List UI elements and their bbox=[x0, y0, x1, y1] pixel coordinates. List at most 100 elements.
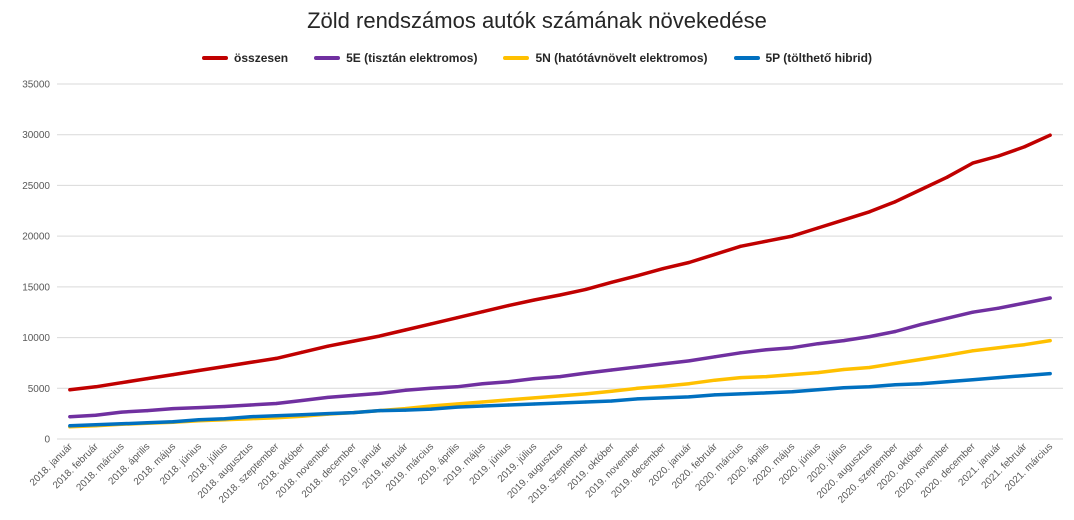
data-point bbox=[119, 410, 124, 414]
data-point bbox=[403, 408, 407, 412]
data-point bbox=[790, 390, 794, 394]
data-point bbox=[429, 407, 433, 411]
data-point bbox=[377, 391, 382, 395]
y-tick-label: 10000 bbox=[22, 333, 50, 344]
data-point bbox=[1048, 339, 1052, 343]
data-point bbox=[584, 371, 588, 375]
data-point bbox=[867, 365, 872, 370]
legend-item-5e: 5E (tisztán elektromos) bbox=[314, 51, 477, 65]
data-point bbox=[248, 360, 253, 365]
data-point bbox=[635, 397, 639, 401]
data-point bbox=[609, 389, 614, 393]
legend-swatch-5p bbox=[733, 56, 760, 60]
data-point bbox=[738, 376, 743, 380]
data-point bbox=[300, 350, 304, 354]
data-point bbox=[1022, 145, 1026, 149]
series-1 bbox=[68, 296, 1052, 419]
data-point bbox=[584, 400, 588, 404]
data-point bbox=[377, 409, 382, 413]
data-point bbox=[713, 252, 717, 256]
data-point bbox=[429, 386, 433, 390]
data-point bbox=[1048, 296, 1052, 300]
data-point bbox=[326, 395, 330, 400]
data-point bbox=[145, 421, 149, 425]
data-point bbox=[609, 399, 614, 403]
data-point bbox=[919, 382, 923, 386]
legend-item-5n: 5N (hatótávnövelt elektromos) bbox=[503, 51, 708, 65]
series-line-1 bbox=[68, 296, 1052, 419]
data-point bbox=[558, 394, 562, 398]
data-point bbox=[377, 334, 382, 338]
legend-swatch-5n bbox=[503, 56, 530, 60]
data-point bbox=[635, 365, 639, 369]
data-point bbox=[945, 316, 949, 320]
data-point bbox=[1048, 133, 1052, 137]
series-0 bbox=[68, 133, 1052, 392]
data-point bbox=[790, 234, 794, 238]
data-point bbox=[481, 400, 485, 404]
data-point bbox=[842, 339, 846, 343]
legend-item-osszesen: összesen bbox=[202, 51, 288, 65]
data-point bbox=[661, 396, 665, 400]
y-tick-label: 35000 bbox=[22, 80, 50, 91]
data-point bbox=[300, 398, 304, 403]
data-point bbox=[1022, 343, 1026, 347]
data-point bbox=[764, 375, 768, 379]
data-point bbox=[1022, 301, 1026, 305]
data-point bbox=[558, 375, 562, 379]
data-point bbox=[971, 378, 975, 382]
data-point bbox=[532, 377, 536, 381]
data-point bbox=[764, 348, 768, 352]
legend: összesen 5E (tisztán elektromos) 5N (hat… bbox=[0, 51, 1074, 65]
data-point bbox=[945, 175, 949, 179]
data-point bbox=[171, 372, 175, 377]
data-point bbox=[532, 298, 536, 302]
data-point bbox=[274, 414, 278, 418]
data-point bbox=[481, 404, 485, 408]
data-point bbox=[971, 349, 975, 353]
data-point bbox=[506, 398, 511, 402]
data-point bbox=[867, 210, 872, 214]
data-point bbox=[197, 405, 201, 410]
data-point bbox=[403, 328, 407, 332]
data-point bbox=[197, 418, 201, 422]
data-point bbox=[171, 420, 175, 424]
data-point bbox=[893, 200, 897, 204]
data-point bbox=[145, 377, 149, 381]
data-point bbox=[68, 415, 72, 419]
data-point bbox=[919, 357, 923, 361]
data-point bbox=[738, 392, 743, 396]
data-point bbox=[713, 393, 717, 397]
data-point bbox=[609, 280, 614, 284]
data-point bbox=[1022, 374, 1026, 378]
data-point bbox=[481, 382, 485, 386]
data-point bbox=[352, 393, 356, 397]
legend-label-osszesen: összesen bbox=[234, 51, 289, 65]
data-point bbox=[455, 402, 459, 406]
data-point bbox=[842, 218, 846, 222]
data-point bbox=[713, 378, 717, 382]
data-point bbox=[68, 424, 72, 428]
data-point bbox=[171, 406, 175, 411]
data-point bbox=[94, 385, 98, 389]
data-point bbox=[661, 267, 665, 271]
data-point bbox=[274, 401, 278, 406]
data-point bbox=[713, 355, 717, 359]
series-3 bbox=[68, 371, 1052, 428]
data-point bbox=[687, 395, 691, 399]
data-point bbox=[455, 385, 459, 389]
y-tick-label: 30000 bbox=[22, 130, 50, 141]
data-point bbox=[223, 364, 227, 369]
data-point bbox=[532, 396, 536, 400]
data-point bbox=[790, 346, 794, 350]
data-point bbox=[145, 409, 149, 413]
data-point bbox=[893, 383, 897, 387]
data-point bbox=[635, 386, 639, 390]
legend-label-5e: 5E (tisztán elektromos) bbox=[346, 51, 478, 65]
y-tick-label: 5000 bbox=[28, 384, 51, 395]
data-point bbox=[248, 415, 253, 419]
data-point bbox=[352, 339, 356, 343]
data-point bbox=[326, 412, 330, 416]
gridlines bbox=[57, 83, 1063, 440]
